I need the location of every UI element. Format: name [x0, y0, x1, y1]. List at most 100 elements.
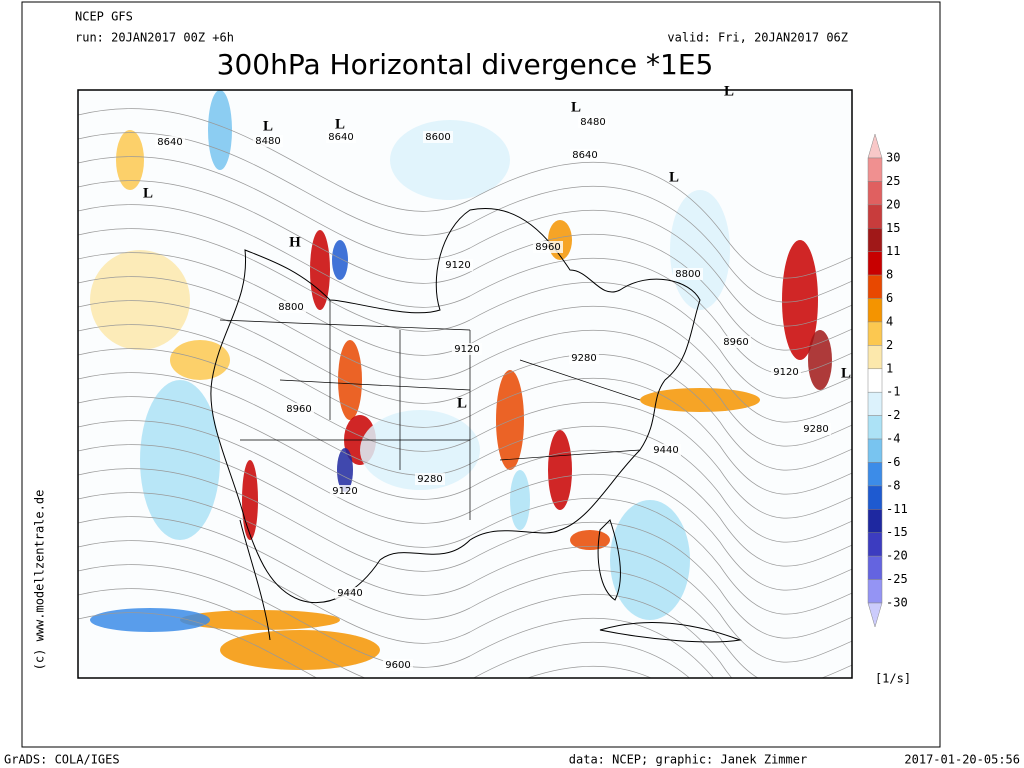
- contour-line: [78, 180, 852, 351]
- label-bg: [578, 116, 608, 128]
- colorbar-label: 25: [886, 174, 900, 188]
- field-blob: [90, 608, 210, 632]
- footer-center: data: NCEP; graphic: Janek Zimmer: [569, 753, 807, 767]
- contour-line: [78, 588, 690, 678]
- contour-label: 9120: [454, 344, 479, 355]
- contour-label: 8480: [580, 117, 605, 128]
- coastline: [599, 622, 742, 643]
- colorbar-swatch: [867, 391, 883, 416]
- label-bg: [284, 403, 314, 415]
- coastline: [597, 519, 621, 601]
- colorbar-label: -6: [886, 455, 900, 469]
- colorbar-label: -20: [886, 549, 908, 563]
- field-blob: [338, 340, 362, 420]
- colorbar-label: 6: [886, 291, 893, 305]
- label-bg: [335, 587, 365, 599]
- field-blob: [242, 460, 258, 540]
- label-bg: [771, 366, 801, 378]
- colorbar-swatch: [867, 345, 883, 370]
- map-frame: [77, 89, 853, 679]
- coastline: [239, 519, 271, 641]
- contour-label: 9280: [803, 424, 828, 435]
- contour-label: 8960: [286, 404, 311, 415]
- contour-line: [78, 468, 852, 639]
- field-blob: [90, 250, 190, 350]
- colorbar-swatch: [867, 274, 883, 299]
- field-blob: [548, 220, 572, 260]
- contour-line: [78, 540, 733, 678]
- pressure-center: L: [669, 169, 679, 185]
- colorbar-label: 2: [886, 338, 893, 352]
- label-bg: [155, 136, 185, 148]
- field-blob: [548, 430, 572, 510]
- field-blob: [140, 380, 220, 540]
- contour-label: 8800: [278, 302, 303, 313]
- colorbar-label: -8: [886, 478, 900, 492]
- field-blob: [390, 120, 510, 200]
- colorbar-label: 8: [886, 268, 893, 282]
- field-blob: [220, 630, 380, 670]
- label-bg: [721, 336, 751, 348]
- colorbar-swatch: [867, 298, 883, 323]
- contour-line: [78, 348, 852, 519]
- pressure-center: L: [571, 99, 581, 115]
- contour-label: 8960: [535, 242, 560, 253]
- field-blob: [180, 610, 340, 630]
- colorbar-label: -4: [886, 432, 900, 446]
- label-bg: [673, 268, 703, 280]
- pressure-center: L: [143, 185, 153, 201]
- label-bg: [253, 135, 283, 147]
- colorbar-label: -2: [886, 408, 900, 422]
- field-blob: [640, 388, 760, 412]
- label-bg: [276, 301, 306, 313]
- label-bg: [569, 352, 599, 364]
- contour-label: 9280: [571, 353, 596, 364]
- contour-line: [78, 132, 852, 303]
- model-name: NCEP GFS: [75, 10, 133, 24]
- field-blob: [610, 500, 690, 620]
- colorbar-label: 11: [886, 244, 900, 258]
- field-blob: [208, 90, 232, 170]
- label-bg: [383, 659, 413, 671]
- contour-label: 9600: [385, 660, 410, 671]
- contour-line: [78, 564, 714, 678]
- contour-line: [78, 228, 852, 399]
- colorbar-swatch: [867, 228, 883, 252]
- label-bg: [452, 343, 482, 355]
- colorbar-swatch: [867, 462, 883, 487]
- colorbar-label: 30: [886, 151, 900, 165]
- map: 8640 8480 8640 8600 8480 8640 8960 9120 8800 8800…: [77, 83, 853, 679]
- contour-line: [78, 300, 852, 471]
- contour-label: 8960: [723, 337, 748, 348]
- colorbar-swatch: [867, 181, 883, 206]
- label-bg: [443, 259, 473, 271]
- colorbar-label: 20: [886, 197, 900, 211]
- colorbar-label: -11: [886, 502, 908, 516]
- colorbar-label: -15: [886, 525, 908, 539]
- colorbar-label: -30: [886, 596, 908, 610]
- field-blob: [337, 448, 353, 492]
- contour-line: [78, 252, 852, 423]
- label-bg: [423, 131, 453, 143]
- contour-label: 8600: [425, 132, 450, 143]
- contour-label: 8640: [157, 137, 182, 148]
- contour-line: [78, 420, 852, 591]
- field-blob: [670, 190, 730, 310]
- field-blob: [496, 370, 524, 470]
- field-blob: [170, 340, 230, 380]
- colorbar-swatch: [867, 157, 883, 182]
- colorbar-swatch: [867, 438, 883, 463]
- colorbar-swatch: [867, 555, 883, 580]
- colorbar-label: 15: [886, 221, 900, 235]
- pressure-center: L: [841, 365, 851, 381]
- contour-label: 8640: [328, 132, 353, 143]
- contour-label: 8640: [572, 150, 597, 161]
- contour-line: [78, 372, 852, 543]
- colorbar-swatch: [867, 509, 883, 533]
- colorbar-swatch: [867, 532, 883, 557]
- contour-label: 9280: [417, 474, 442, 485]
- field-blob: [782, 240, 818, 360]
- field-blob: [570, 530, 610, 550]
- label-bg: [801, 423, 831, 435]
